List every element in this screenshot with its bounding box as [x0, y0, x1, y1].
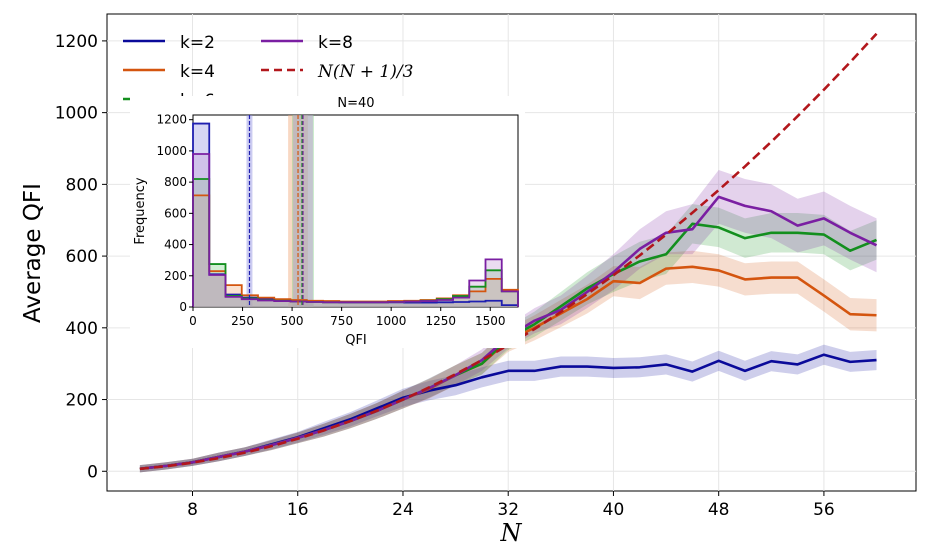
x-tick-label-40: 40: [603, 500, 625, 520]
series-line-n-n-1-3: [139, 32, 878, 471]
inset-x-tick-label-1500: 1500: [475, 314, 506, 328]
x-tick-label-32: 32: [497, 500, 519, 520]
inset-x-tick-label-0: 0: [189, 314, 197, 328]
inset-x-axis: 0 250 500 750 1000 1250 1500: [189, 307, 506, 328]
y-tick-label-800: 800: [66, 175, 98, 195]
inset-y-tick-label-400: 400: [164, 238, 187, 252]
inset-y-tick-label-1000: 1000: [156, 144, 187, 158]
inset-x-tick-label-250: 250: [231, 314, 254, 328]
main-y-axis-label: Average QFI: [20, 183, 46, 323]
inset-y-tick-label-1200: 1200: [156, 113, 187, 127]
inset-y-axis: 0 200 400 600 800 1000 1200: [156, 113, 193, 314]
inset-y-tick-label-600: 600: [164, 206, 187, 220]
inset-y-tick-label-200: 200: [164, 269, 187, 283]
inset-y-axis-label: Frequency: [133, 177, 148, 244]
band-k-8: [139, 170, 877, 473]
inset-x-tick-label-750: 750: [330, 314, 353, 328]
main-x-axis: 8 16 24 32 40 48 56: [187, 491, 835, 520]
inset-histogram: 0 250 500 750 1000 1250 1500 0 200 400 600 800 1000…: [130, 96, 525, 348]
y-tick-label-200: 200: [66, 391, 98, 411]
legend-label-k-4: k=4: [180, 62, 215, 82]
inset-y-tick-label-0: 0: [179, 300, 187, 314]
y-tick-label-1200: 1200: [55, 32, 98, 52]
y-tick-label-400: 400: [66, 319, 98, 339]
y-tick-label-600: 600: [66, 247, 98, 267]
y-tick-label-1000: 1000: [55, 104, 98, 124]
legend-label-k-2: k=2: [180, 33, 215, 53]
inset-x-tick-label-1250: 1250: [425, 314, 456, 328]
legend-label-k-8: k=8: [318, 33, 353, 53]
inset-y-tick-label-800: 800: [164, 175, 187, 189]
x-tick-label-16: 16: [287, 500, 309, 520]
main-x-axis-label: N: [500, 519, 523, 547]
x-tick-label-56: 56: [813, 500, 835, 520]
inset-plot-area: [192, 114, 519, 308]
band-k-4: [139, 250, 877, 473]
x-tick-label-8: 8: [187, 500, 198, 520]
inset-title: N=40: [337, 96, 374, 111]
band-k-2: [139, 344, 877, 473]
main-y-axis: 0 200 400 600 800 1000 1200: [55, 32, 107, 482]
inset-x-axis-label: QFI: [345, 333, 367, 348]
inset-histogram-outlines: [192, 122, 519, 307]
inset-hist-outline-k-8: [192, 153, 519, 307]
inset-x-tick-label-500: 500: [281, 314, 304, 328]
inset-mean-lines: [248, 115, 304, 307]
y-tick-label-0: 0: [87, 462, 98, 482]
x-tick-label-24: 24: [392, 500, 414, 520]
x-tick-label-48: 48: [708, 500, 730, 520]
inset-x-tick-label-1000: 1000: [376, 314, 407, 328]
legend-label-n-n-1-3: N(N + 1)/3: [317, 62, 413, 82]
